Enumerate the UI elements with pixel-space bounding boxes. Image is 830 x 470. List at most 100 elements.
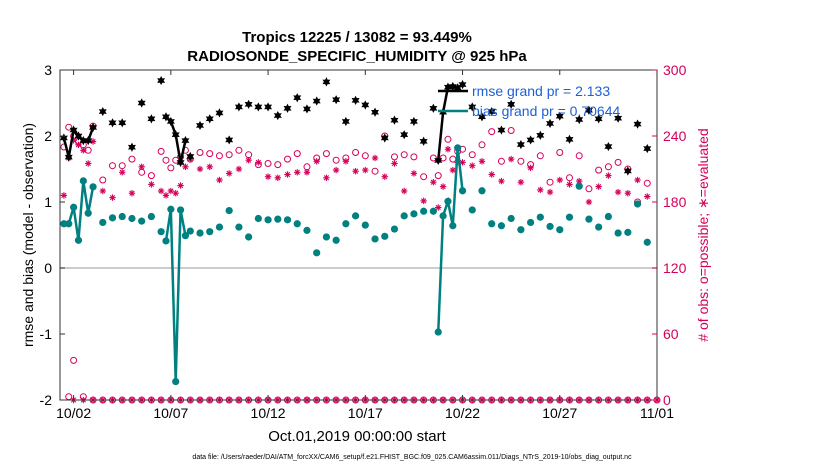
rmse-point bbox=[171, 130, 180, 140]
x-tick-label: 10/12 bbox=[251, 405, 286, 421]
obs-possible-marker bbox=[65, 123, 73, 131]
obs-evaluated-stroke bbox=[596, 183, 602, 190]
obs-possible-marker bbox=[303, 163, 311, 171]
bias-point bbox=[313, 249, 321, 257]
obs-possible-marker bbox=[429, 154, 437, 162]
obs-possible-marker bbox=[643, 179, 651, 187]
obs-possible-marker bbox=[215, 152, 223, 160]
obs-evaluated-stroke bbox=[625, 190, 631, 196]
rmse-point bbox=[536, 130, 545, 140]
obs-evaluated-stroke bbox=[163, 192, 169, 199]
obs-evaluated-marker bbox=[255, 159, 262, 166]
obs-evaluated-marker bbox=[352, 168, 359, 175]
y-ticks-left: -2 -1 0 1 2 3 bbox=[40, 62, 65, 408]
x-tick-label: 10/02 bbox=[56, 405, 91, 421]
rmse-point bbox=[264, 102, 273, 112]
bias-point bbox=[351, 212, 360, 220]
bias-point bbox=[332, 236, 340, 244]
obs-possible-marker bbox=[478, 141, 486, 149]
bias-point bbox=[488, 220, 496, 228]
obs-evaluated-marker bbox=[644, 193, 651, 200]
rmse-point bbox=[196, 120, 204, 131]
bias-point bbox=[176, 206, 185, 214]
rmse-point bbox=[604, 141, 613, 152]
y-right-tick-label: 240 bbox=[663, 128, 687, 144]
obs-evaluated-stroke bbox=[80, 147, 86, 153]
bias-point bbox=[371, 235, 379, 243]
obs-evaluated-stroke bbox=[469, 163, 475, 169]
obs-evaluated-marker bbox=[469, 162, 476, 169]
obs-evaluated-marker bbox=[449, 166, 457, 174]
obs-evaluated-stroke bbox=[226, 170, 232, 177]
obs-evaluated-marker bbox=[391, 160, 398, 167]
obs-possible-marker bbox=[444, 135, 452, 143]
obs-evaluated-stroke bbox=[75, 142, 82, 148]
bias-point bbox=[458, 187, 467, 195]
obs-evaluated-stroke bbox=[518, 179, 524, 185]
obs-possible-marker bbox=[128, 155, 136, 163]
bias-point bbox=[206, 228, 214, 236]
obs-evaluated-stroke bbox=[207, 164, 213, 170]
obs-possible-marker bbox=[293, 150, 301, 158]
rmse-point bbox=[623, 166, 632, 176]
obs-evaluated-stroke bbox=[177, 182, 184, 189]
rmse-point bbox=[244, 99, 253, 109]
rmse-point bbox=[409, 116, 418, 127]
rmse-point bbox=[147, 114, 156, 124]
rmse-point bbox=[108, 118, 117, 128]
rmse-point bbox=[643, 143, 652, 154]
obs-evaluated-stroke bbox=[576, 178, 582, 184]
bias-point bbox=[454, 144, 462, 152]
rmse-point bbox=[127, 142, 136, 152]
rmse-point bbox=[584, 105, 593, 115]
obs-evaluated-marker bbox=[546, 188, 554, 196]
rmse-point bbox=[419, 136, 428, 146]
obs-evaluated-stroke bbox=[401, 188, 407, 194]
rmse-point bbox=[225, 135, 234, 145]
bias-point bbox=[70, 203, 78, 211]
bias-point bbox=[439, 212, 447, 220]
y-tick-label: 3 bbox=[44, 62, 52, 78]
chart-title: Tropics 12225 / 13082 = 93.449% bbox=[242, 29, 472, 46]
rmse-point bbox=[293, 93, 302, 103]
obs-evaluated-marker bbox=[119, 169, 126, 176]
obs-evaluated-stroke bbox=[236, 166, 242, 172]
bias-point bbox=[507, 214, 515, 223]
obs-possible-marker bbox=[147, 172, 155, 180]
obs-evaluated-stroke bbox=[90, 138, 96, 145]
obs-evaluated-stroke bbox=[527, 165, 534, 171]
obs-evaluated-marker bbox=[381, 173, 388, 180]
rmse-point bbox=[205, 114, 214, 124]
obs-evaluated-marker bbox=[556, 176, 563, 184]
rmse-point bbox=[458, 79, 467, 90]
obs-evaluated-stroke bbox=[129, 190, 135, 196]
obs-possible-marker bbox=[371, 167, 379, 175]
bias-point bbox=[381, 232, 389, 240]
rmse-point bbox=[448, 81, 457, 92]
obs-possible-marker bbox=[449, 155, 457, 163]
bias-point bbox=[215, 223, 224, 231]
legend-rmse-label: rmse grand pr = 2.133 bbox=[472, 83, 610, 99]
obs-possible-low-marker bbox=[70, 356, 78, 364]
rmse-point bbox=[565, 134, 574, 144]
obs-evaluated-stroke bbox=[197, 166, 203, 172]
rmse-point bbox=[89, 122, 98, 133]
obs-possible-marker bbox=[284, 155, 292, 163]
obs-evaluated-marker bbox=[157, 187, 165, 195]
obs-possible-marker bbox=[245, 151, 253, 159]
y-tick-label: 1 bbox=[44, 194, 52, 210]
bias-point bbox=[172, 377, 180, 386]
obs-evaluated-stroke bbox=[634, 177, 641, 183]
rmse-point bbox=[273, 110, 282, 121]
obs-evaluated-marker bbox=[264, 173, 272, 180]
rmse-point bbox=[429, 103, 438, 113]
obs-possible-marker bbox=[390, 153, 398, 161]
obs-possible-marker bbox=[322, 150, 330, 158]
y-right-tick-label: 300 bbox=[663, 62, 687, 78]
y-axis-label-left: rmse and bias (model - observation) bbox=[20, 123, 36, 347]
obs-possible-marker bbox=[361, 152, 369, 160]
bias-point bbox=[444, 197, 452, 205]
bias-point bbox=[595, 223, 603, 231]
obs-possible-marker bbox=[99, 176, 107, 184]
rmse-point bbox=[59, 133, 68, 143]
